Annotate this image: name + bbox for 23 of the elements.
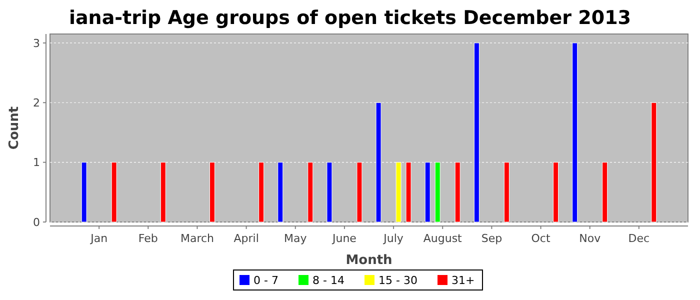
y-tick-label: 2 [33,96,40,110]
y-tick-label: 0 [33,216,40,229]
x-tick-label: June [331,232,357,245]
x-tick-label: August [423,232,463,245]
x-axis-title: Month [346,253,392,268]
x-tick-label: Sep [481,232,502,245]
legend-label: 31+ [452,274,475,287]
y-tick-label: 1 [33,156,40,170]
y-tick-label: 3 [33,36,40,50]
x-tick-label: July [382,232,404,245]
chart-title: iana-trip Age groups of open tickets December 2013 [68,7,632,29]
x-tick-label: May [284,232,308,245]
y-axis-title: Count [7,106,22,150]
x-tick-label: Oct [531,232,551,245]
legend-label: 15 - 30 [378,274,418,287]
x-tick-label: Jan [90,232,108,245]
legend-label: 0 - 7 [254,274,278,287]
x-tick-label: March [180,232,214,245]
legend-label: 8 - 14 [312,274,344,287]
x-tick-label: April [234,232,259,245]
x-tick-label: Nov [579,232,602,245]
x-tick-label: Dec [628,232,650,245]
x-tick-label: Feb [138,232,158,245]
